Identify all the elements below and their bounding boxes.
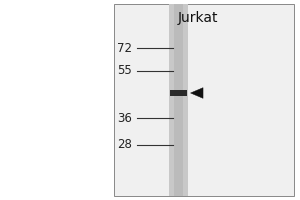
Polygon shape (190, 88, 203, 98)
Text: 36: 36 (117, 112, 132, 124)
Text: 55: 55 (117, 64, 132, 77)
Text: Jurkat: Jurkat (178, 11, 218, 25)
Bar (114, 4, 294, 196)
Bar (170, 90, 187, 96)
Bar (174, 4, 183, 196)
Text: 28: 28 (117, 138, 132, 152)
Text: 72: 72 (117, 42, 132, 54)
Bar (169, 4, 188, 196)
